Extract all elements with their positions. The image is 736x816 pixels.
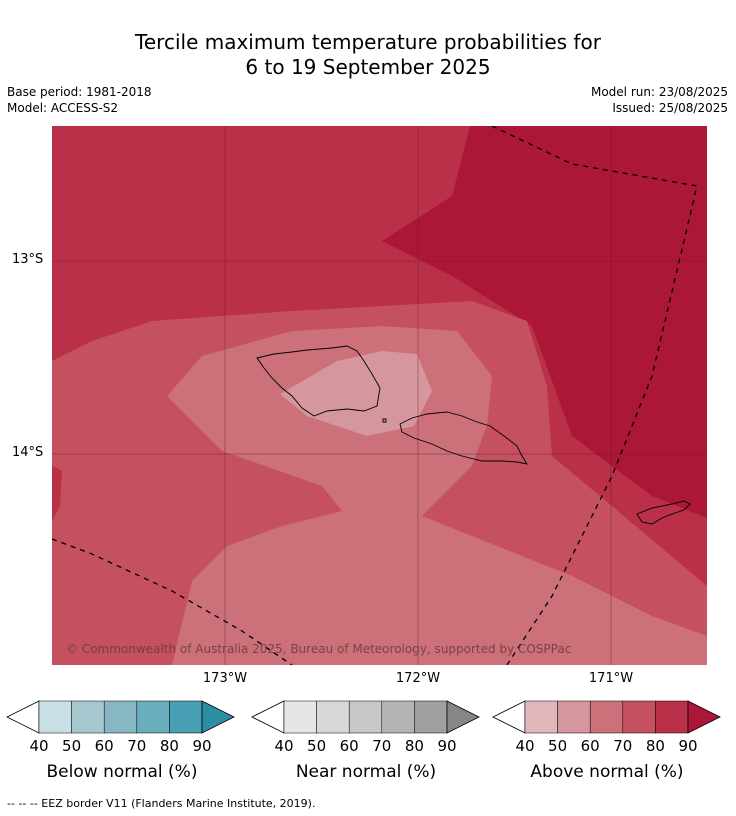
probability-map xyxy=(52,126,707,665)
colorbar-segment xyxy=(169,700,203,734)
colorbar-segment xyxy=(381,700,415,734)
model-run: Model run: 23/08/2025 xyxy=(590,85,728,99)
colorbar-tick-label: 60 xyxy=(339,737,359,755)
graticule xyxy=(52,126,707,665)
colorbar-tick-label: 40 xyxy=(29,737,49,755)
colorbar-segment xyxy=(414,700,448,734)
colorbar-segment xyxy=(283,700,317,734)
title-line-1: Tercile maximum temperature probabilitie… xyxy=(135,30,601,54)
colorbar-tick-label: 60 xyxy=(94,737,114,755)
colorbar-tick-label: 60 xyxy=(580,737,600,755)
title-line-2: 6 to 19 September 2025 xyxy=(245,55,491,79)
colorbar-segment xyxy=(71,700,105,734)
model-name: Model: ACCESS-S2 xyxy=(7,101,119,115)
lat-label-14s: 14°S xyxy=(12,445,44,460)
issued-date: Issued: 25/08/2025 xyxy=(612,101,728,115)
colorbar-extend-low xyxy=(492,700,526,734)
contour-left-strip xyxy=(52,466,62,521)
contour-80-90 xyxy=(382,126,707,518)
colorbar-tick-label: 50 xyxy=(62,737,82,755)
colorbar-tick-label: 70 xyxy=(127,737,147,755)
colorbar-segment xyxy=(622,700,656,734)
colorbar-segment xyxy=(655,700,689,734)
colorbar-tick-label: 80 xyxy=(404,737,424,755)
colorbar-extend-low xyxy=(251,700,285,734)
colorbar-segment xyxy=(136,700,170,734)
colorbar-above-normal xyxy=(492,700,724,738)
colorbar-near-normal xyxy=(251,700,483,738)
colorbar-tick-label: 70 xyxy=(372,737,392,755)
colorbar-segment xyxy=(589,700,624,734)
island-small-1 xyxy=(382,418,387,423)
lon-label-171w: 171°W xyxy=(588,671,634,686)
lon-label-173w: 173°W xyxy=(202,671,248,686)
colorbar-below-normal xyxy=(6,700,238,738)
island-tutuila xyxy=(636,500,691,525)
map-title: Tercile maximum temperature probabilitie… xyxy=(0,30,736,80)
colorbar-tick-label: 40 xyxy=(515,737,535,755)
colorbar-title-near: Near normal (%) xyxy=(295,762,437,782)
colorbar-segment xyxy=(557,700,591,734)
map-svg xyxy=(52,126,707,665)
colorbar-extend-low xyxy=(6,700,40,734)
lon-label-172w: 172°W xyxy=(395,671,441,686)
eez-border xyxy=(52,126,698,665)
colorbar-tick-label: 80 xyxy=(645,737,665,755)
meta-right: Model run: 23/08/2025 Issued: 25/08/2025 xyxy=(591,84,728,116)
island-upolu xyxy=(399,411,528,465)
island-savaii xyxy=(256,345,381,417)
colorbar-extend-high xyxy=(201,700,235,734)
colorbar-svg xyxy=(492,700,721,734)
colorbar-segment xyxy=(103,700,138,734)
meta-left: Base period: 1981-2018 Model: ACCESS-S2 xyxy=(7,84,152,116)
colorbar-tick-label: 40 xyxy=(274,737,294,755)
colorbar-svg xyxy=(251,700,480,734)
colorbar-title-below: Below normal (%) xyxy=(46,762,198,782)
colorbar-segment xyxy=(524,700,558,734)
colorbar-extend-high xyxy=(446,700,480,734)
colorbar-tick-label: 90 xyxy=(678,737,698,755)
colorbar-svg xyxy=(6,700,235,734)
colorbar-tick-label: 90 xyxy=(192,737,212,755)
colorbar-tick-label: 50 xyxy=(548,737,568,755)
colorbar-segment xyxy=(348,700,383,734)
lat-label-13s: 13°S xyxy=(12,252,44,267)
colorbar-segment xyxy=(38,700,72,734)
base-period: Base period: 1981-2018 xyxy=(7,85,152,99)
colorbar-segment xyxy=(316,700,350,734)
colorbar-tick-label: 80 xyxy=(159,737,179,755)
eez-footnote: -- -- -- EEZ border V11 (Flanders Marine… xyxy=(7,797,316,810)
islands xyxy=(256,345,691,525)
colorbar-title-above: Above normal (%) xyxy=(530,762,684,782)
colorbar-tick-label: 50 xyxy=(307,737,327,755)
credit-text: © Commonwealth of Australia 2025, Bureau… xyxy=(66,642,572,656)
colorbar-tick-label: 90 xyxy=(437,737,457,755)
colorbar-extend-high xyxy=(687,700,721,734)
colorbar-tick-label: 70 xyxy=(613,737,633,755)
